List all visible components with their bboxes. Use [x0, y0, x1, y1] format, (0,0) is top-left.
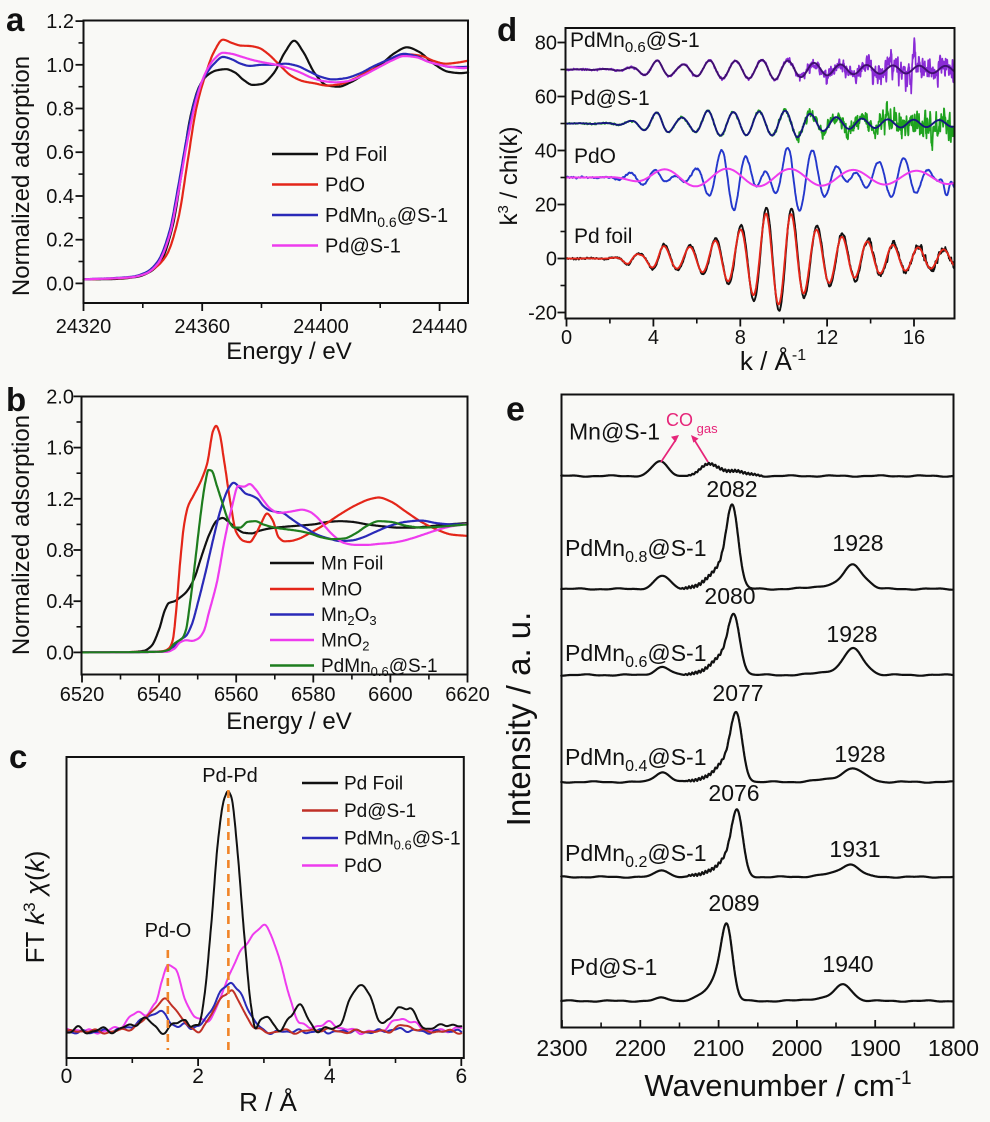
svg-text:MnO: MnO	[321, 580, 362, 601]
svg-text:2080: 2080	[704, 583, 755, 609]
svg-text:6560: 6560	[214, 684, 259, 706]
svg-text:Mn@S-1: Mn@S-1	[569, 419, 660, 445]
svg-text:0: 0	[61, 1065, 73, 1088]
svg-text:Normalized adsorption: Normalized adsorption	[8, 56, 35, 296]
svg-text:1.0: 1.0	[46, 55, 74, 77]
svg-text:1928: 1928	[826, 621, 877, 647]
svg-text:2082: 2082	[706, 476, 757, 502]
svg-text:0.8: 0.8	[46, 540, 74, 562]
svg-text:0.2: 0.2	[46, 230, 74, 252]
svg-text:1928: 1928	[834, 741, 885, 767]
svg-text:2: 2	[192, 1065, 204, 1088]
svg-text:PdO: PdO	[574, 145, 616, 168]
svg-text:80: 80	[535, 33, 557, 55]
svg-text:d: d	[497, 11, 517, 48]
svg-text:a: a	[6, 1, 25, 38]
svg-text:e: e	[506, 391, 525, 429]
svg-text:4: 4	[648, 327, 659, 349]
svg-text:Energy / eV: Energy / eV	[226, 338, 351, 365]
svg-text:6620: 6620	[445, 684, 490, 706]
svg-text:PdMn0.6@S-1: PdMn0.6@S-1	[321, 656, 438, 679]
svg-text:PdO: PdO	[344, 856, 382, 877]
svg-text:1928: 1928	[832, 530, 883, 556]
svg-text:Energy / eV: Energy / eV	[226, 708, 351, 735]
svg-text:Mn2O3: Mn2O3	[321, 605, 377, 628]
svg-text:Pd Foil: Pd Foil	[325, 144, 387, 166]
svg-text:2089: 2089	[708, 890, 759, 916]
svg-text:1800: 1800	[928, 1035, 979, 1061]
svg-text:Pd-O: Pd-O	[145, 920, 192, 942]
svg-text:4: 4	[324, 1065, 336, 1088]
svg-text:2100: 2100	[693, 1035, 744, 1061]
svg-text:0: 0	[561, 327, 572, 349]
svg-text:24360: 24360	[174, 316, 230, 338]
svg-text:PdO: PdO	[325, 175, 365, 197]
svg-text:40: 40	[535, 141, 557, 163]
svg-text:6580: 6580	[291, 684, 336, 706]
svg-text:1931: 1931	[829, 836, 880, 862]
svg-text:20: 20	[535, 195, 557, 217]
svg-text:2200: 2200	[615, 1035, 666, 1061]
svg-text:Mn Foil: Mn Foil	[321, 554, 383, 575]
svg-text:24440: 24440	[412, 316, 468, 338]
svg-text:b: b	[6, 381, 26, 418]
svg-text:2300: 2300	[536, 1035, 587, 1061]
svg-text:0.0: 0.0	[46, 642, 74, 664]
svg-text:0.6: 0.6	[46, 142, 74, 164]
svg-text:Pd@S-1: Pd@S-1	[570, 87, 650, 110]
svg-text:Pd-Pd: Pd-Pd	[202, 765, 258, 787]
svg-text:2076: 2076	[708, 780, 759, 806]
svg-text:R / Å: R / Å	[239, 1087, 297, 1117]
svg-text:0.4: 0.4	[46, 186, 74, 208]
svg-text:0.4: 0.4	[46, 591, 74, 613]
svg-text:60: 60	[535, 87, 557, 109]
svg-text:Pd@S-1: Pd@S-1	[325, 236, 401, 258]
svg-text:Intensity / a. u.: Intensity / a. u.	[500, 612, 537, 827]
svg-text:6540: 6540	[137, 684, 182, 706]
svg-text:2.0: 2.0	[46, 386, 74, 408]
svg-text:Wavenumber / cm-1: Wavenumber / cm-1	[644, 1068, 911, 1103]
svg-text:12: 12	[816, 327, 838, 349]
svg-text:MnO2: MnO2	[321, 631, 369, 654]
svg-text:8: 8	[735, 327, 746, 349]
svg-text:24320: 24320	[56, 316, 112, 338]
svg-text:0: 0	[546, 249, 557, 271]
svg-text:1.2: 1.2	[46, 489, 74, 511]
svg-text:k / Å-1: k / Å-1	[740, 346, 806, 376]
svg-text:1900: 1900	[850, 1035, 901, 1061]
svg-text:Pd@S-1: Pd@S-1	[344, 801, 416, 822]
svg-text:c: c	[9, 738, 27, 775]
svg-text:6600: 6600	[368, 684, 413, 706]
svg-text:16: 16	[903, 327, 925, 349]
svg-text:-20: -20	[528, 303, 557, 325]
svg-text:FT k3 χ(k): FT k3 χ(k)	[20, 851, 50, 964]
svg-text:2077: 2077	[712, 680, 763, 706]
svg-text:Pd@S-1: Pd@S-1	[570, 954, 657, 980]
svg-text:1.2: 1.2	[46, 11, 74, 33]
svg-text:6520: 6520	[60, 684, 105, 706]
svg-text:Pd foil: Pd foil	[574, 225, 632, 248]
svg-text:Normalized adsorption: Normalized adsorption	[8, 415, 35, 655]
svg-text:Pd Foil: Pd Foil	[344, 774, 403, 795]
svg-text:2000: 2000	[771, 1035, 822, 1061]
svg-text:1940: 1940	[822, 951, 873, 977]
svg-text:1.6: 1.6	[46, 438, 74, 460]
svg-text:24400: 24400	[293, 316, 349, 338]
svg-text:0.8: 0.8	[46, 99, 74, 121]
svg-text:6: 6	[455, 1065, 467, 1088]
svg-text:0.0: 0.0	[46, 273, 74, 295]
